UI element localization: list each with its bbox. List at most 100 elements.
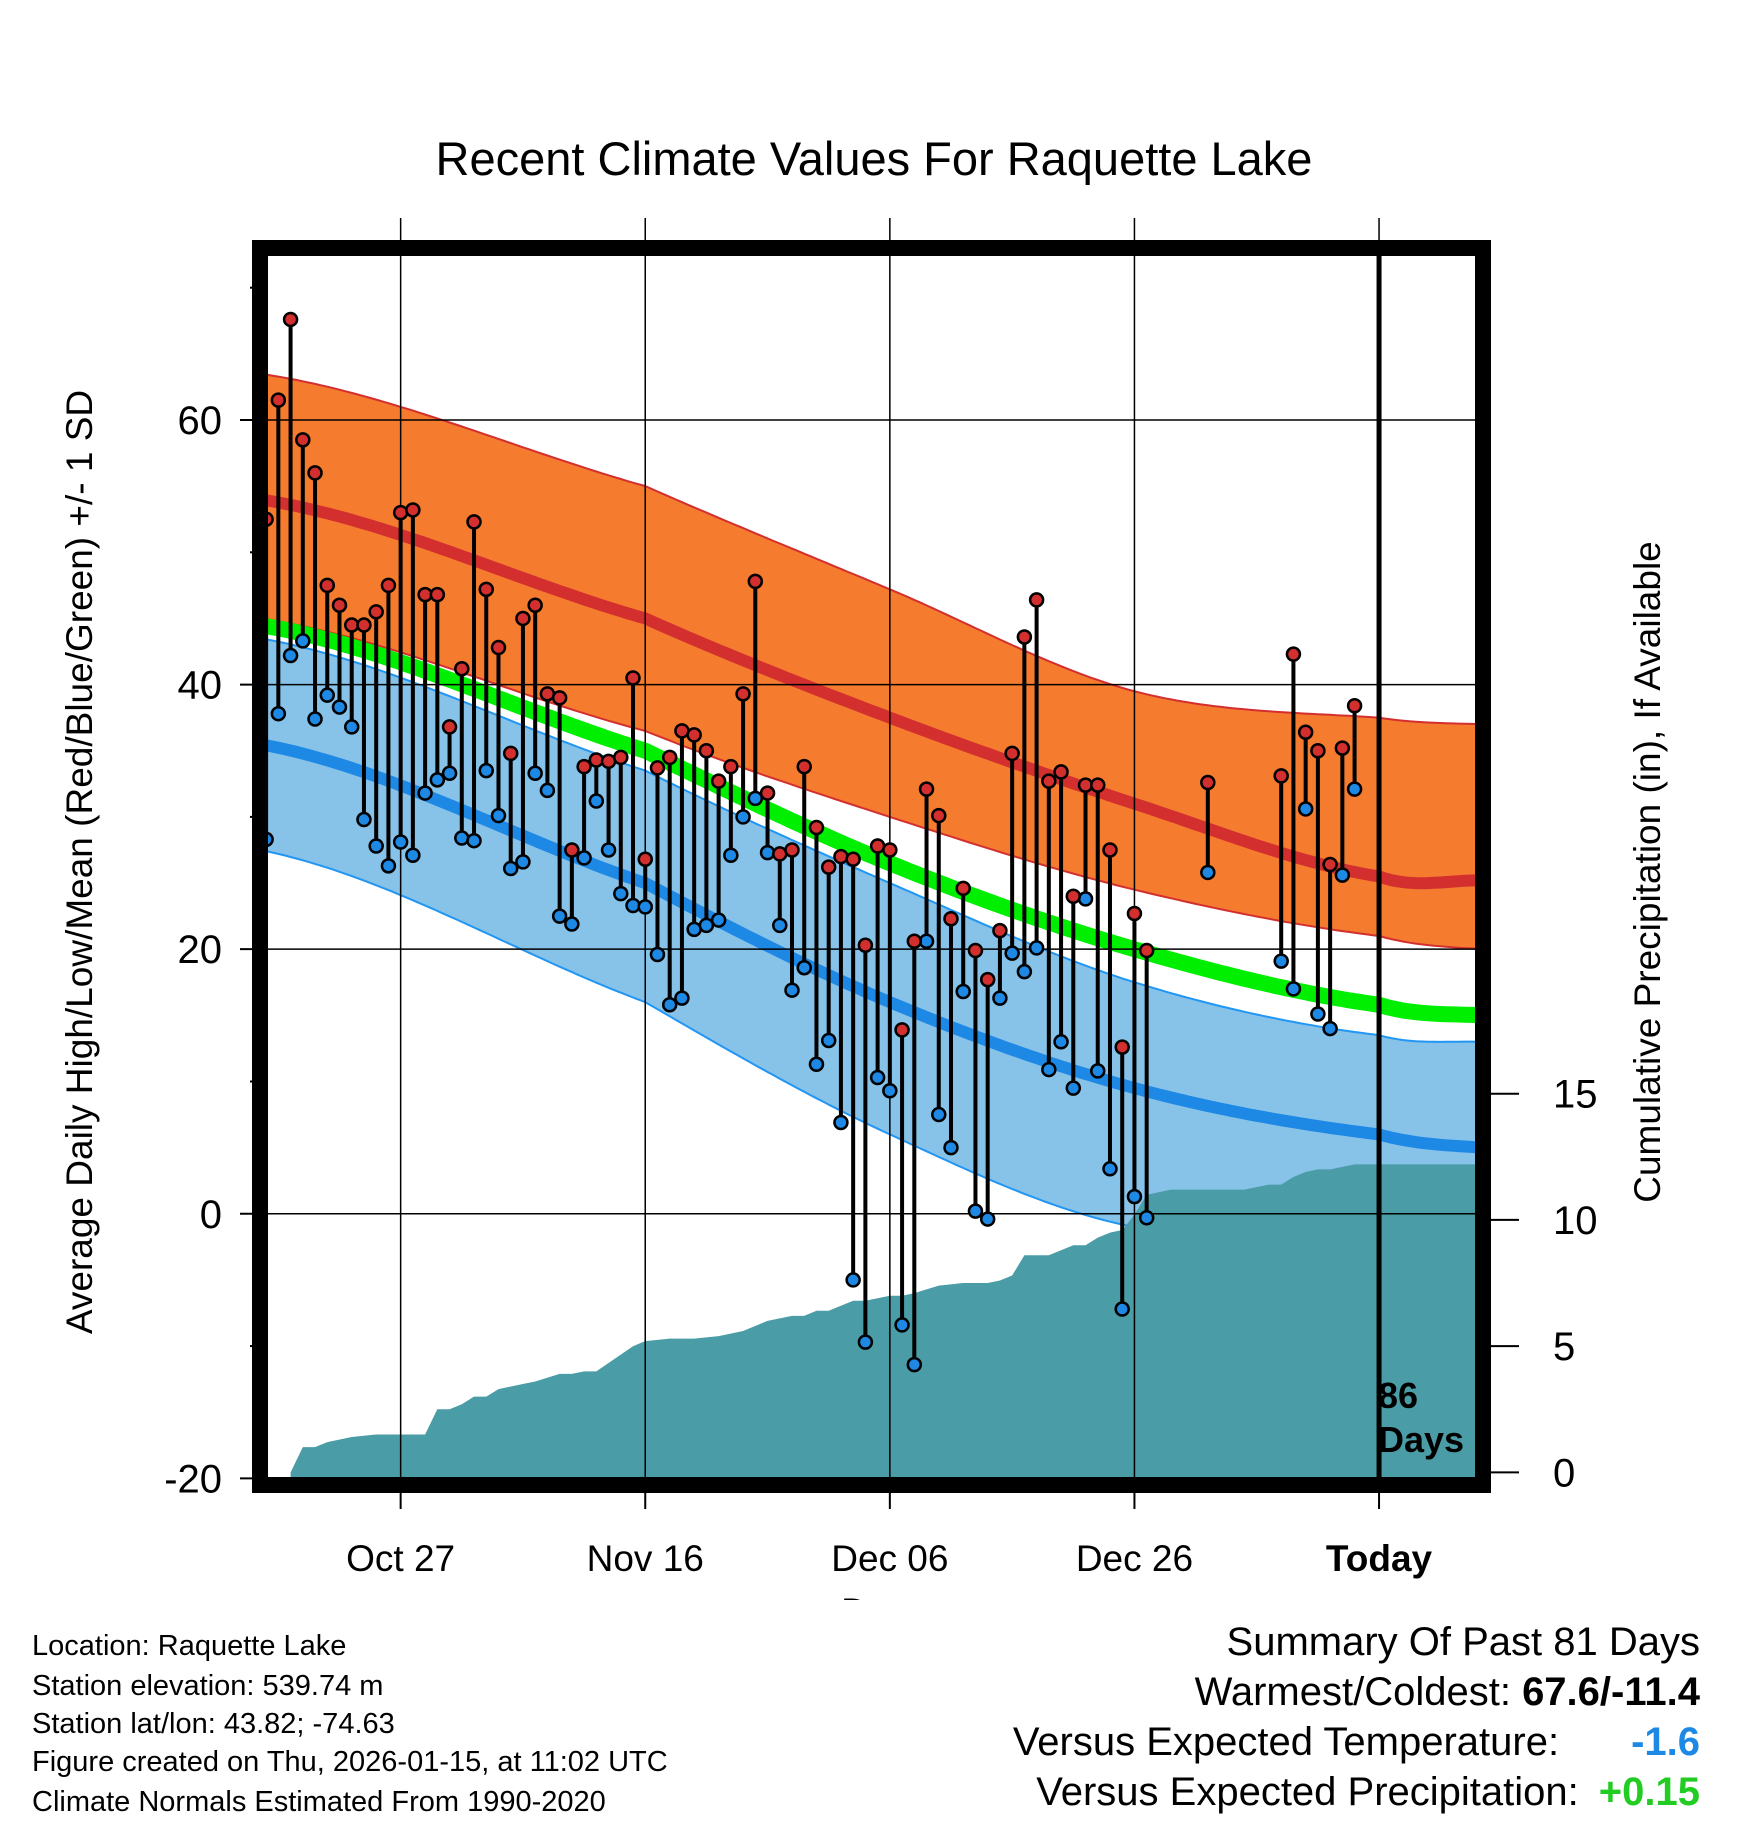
- daily-low-point: [625, 897, 641, 914]
- daily-high-point: [270, 392, 287, 408]
- daily-high-point: [1114, 1039, 1130, 1055]
- daily-high-point: [368, 604, 384, 620]
- daily-high-point: [906, 933, 923, 949]
- daily-high-point: [649, 760, 666, 776]
- daily-high-point: [1053, 764, 1069, 780]
- y2-tick-label: 15: [1553, 1073, 1598, 1117]
- chart-title: Recent Climate Values For Raquette Lake: [436, 132, 1313, 185]
- daily-low-point: [576, 850, 592, 866]
- daily-high-point: [515, 610, 531, 627]
- normal-low-line: [260, 738, 1483, 1154]
- daily-low-point: [1285, 981, 1302, 997]
- daily-low-point: [808, 1056, 825, 1073]
- daily-high-point: [331, 597, 348, 613]
- daily-high-point: [759, 785, 776, 801]
- daily-high-point: [380, 577, 397, 594]
- latlon-text: Station lat/lon: 43.82; -74.63: [32, 1708, 395, 1740]
- daily-low-point: [331, 699, 348, 715]
- summary-precip-row: Versus Expected Precipitation: +0.15: [1036, 1770, 1700, 1815]
- daily-low-point: [295, 633, 311, 649]
- daily-low-point: [527, 765, 543, 781]
- daily-high-point: [502, 745, 519, 762]
- daily-low-point: [600, 842, 617, 858]
- daily-low-point: [869, 1069, 886, 1086]
- daily-high-point: [1004, 745, 1020, 762]
- daily-low-point: [820, 1032, 837, 1049]
- daily-high-point: [1126, 905, 1143, 922]
- high-sd-band: [260, 372, 1483, 951]
- daily-low-point: [515, 854, 531, 870]
- daily-low-point: [1077, 891, 1094, 907]
- daily-high-point: [307, 465, 323, 481]
- daily-high-point: [796, 758, 812, 775]
- normal-high-line: [260, 493, 1483, 890]
- daily-low-point: [759, 844, 776, 861]
- daily-high-point: [613, 749, 629, 766]
- daily-high-point: [894, 1022, 910, 1038]
- x-tick-label: Dec 26: [1076, 1538, 1193, 1579]
- daily-high-point: [661, 749, 678, 766]
- daily-low-point: [1200, 864, 1216, 881]
- daily-high-point: [1322, 856, 1338, 873]
- daily-low-point: [710, 912, 727, 928]
- daily-low-point: [906, 1356, 923, 1373]
- precip-area: [290, 1164, 1483, 1485]
- y2-axis-label: Cumulative Precipitation (in), If Availa…: [1627, 541, 1668, 1203]
- daily-low-point: [441, 765, 458, 781]
- daily-low-point: [1016, 963, 1033, 980]
- x-tick-label: Today: [1326, 1538, 1433, 1579]
- y-tick-label: 40: [178, 664, 223, 708]
- daily-high-point: [319, 577, 336, 594]
- daily-high-point: [1334, 740, 1351, 756]
- daily-low-point: [429, 772, 446, 788]
- daily-high-point: [955, 880, 971, 897]
- daily-low-point: [392, 834, 409, 850]
- daily-high-point: [1285, 646, 1302, 662]
- daily-low-point: [833, 1114, 849, 1131]
- daily-low-point: [307, 711, 323, 727]
- daily-low-point: [637, 899, 653, 915]
- daily-high-point: [857, 937, 874, 953]
- daily-high-point: [1200, 774, 1216, 791]
- daily-high-point: [979, 971, 996, 988]
- daily-high-point: [429, 586, 446, 603]
- daily-low-point: [1065, 1080, 1082, 1096]
- daily-low-point: [588, 793, 605, 809]
- daily-high-point: [943, 911, 959, 927]
- daily-high-point: [784, 842, 800, 858]
- daily-high-point: [698, 742, 715, 759]
- daily-high-point: [992, 922, 1008, 939]
- daily-low-point: [649, 946, 666, 963]
- location-text: Location: Raquette Lake: [32, 1630, 347, 1662]
- normals-text: Climate Normals Estimated From 1990-2020: [32, 1786, 606, 1818]
- y2-tick-label: 5: [1553, 1325, 1575, 1369]
- daily-high-point: [527, 597, 543, 613]
- daily-low-point: [1138, 1210, 1155, 1226]
- plot-frame: [252, 240, 1491, 1493]
- daily-low-point: [502, 860, 519, 877]
- daily-low-point: [405, 847, 421, 864]
- today-days-count: 86: [1378, 1375, 1418, 1416]
- daily-low-point: [943, 1139, 959, 1156]
- daily-high-point: [551, 690, 568, 706]
- climate-chart: Recent Climate Values For Raquette Lake …: [59, 0, 1668, 1600]
- daily-low-point: [967, 1203, 984, 1219]
- daily-high-point: [392, 504, 409, 521]
- daily-high-point: [931, 807, 947, 824]
- warm-value: 67.6/-11.4: [1522, 1670, 1700, 1714]
- daily-low-point: [356, 811, 372, 828]
- daily-high-point: [1360, 0, 1373, 7]
- today-days-label: Days: [1378, 1419, 1464, 1460]
- daily-low-point: [1346, 781, 1363, 797]
- daily-high-point: [356, 617, 372, 633]
- daily-high-point: [405, 502, 421, 518]
- daily-low-point: [931, 1106, 947, 1123]
- daily-high-point: [1065, 888, 1082, 905]
- daily-high-point: [490, 639, 507, 656]
- daily-low-point: [894, 1317, 910, 1333]
- y-tick-label: 0: [200, 1193, 222, 1237]
- daily-high-point: [454, 660, 470, 677]
- y2-tick-label: 0: [1553, 1451, 1575, 1495]
- daily-high-point: [441, 719, 458, 735]
- daily-high-point: [1102, 842, 1118, 858]
